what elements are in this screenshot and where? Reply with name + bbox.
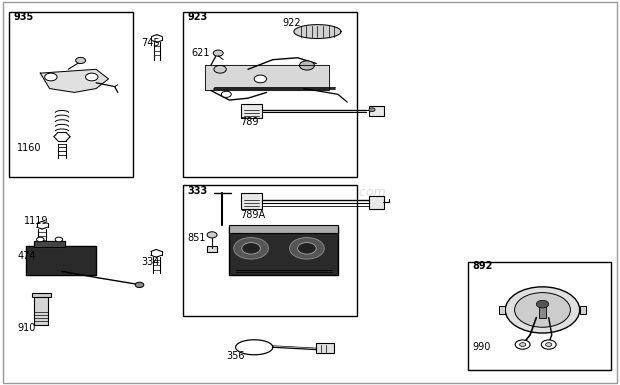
Text: 745: 745 (141, 38, 160, 48)
Bar (369, 196, 384, 209)
Circle shape (369, 108, 375, 112)
Text: 935: 935 (14, 12, 34, 22)
Bar (539, 303, 546, 318)
Bar (32, 293, 51, 297)
Bar (499, 306, 505, 314)
Polygon shape (34, 241, 65, 247)
Text: 334: 334 (141, 257, 160, 267)
Circle shape (298, 243, 316, 254)
Text: 892: 892 (472, 261, 493, 271)
Polygon shape (40, 69, 108, 92)
Circle shape (214, 65, 226, 73)
Circle shape (515, 340, 530, 349)
Bar (241, 104, 262, 118)
Circle shape (242, 243, 260, 254)
Bar (183, 12, 356, 177)
Bar (316, 343, 334, 353)
Text: 621: 621 (191, 48, 210, 58)
Polygon shape (205, 65, 329, 90)
Text: 851: 851 (187, 233, 206, 243)
Bar (369, 106, 384, 116)
Circle shape (234, 238, 268, 259)
Circle shape (546, 343, 552, 346)
Circle shape (86, 73, 98, 81)
Text: 1160: 1160 (17, 143, 42, 153)
Circle shape (45, 73, 57, 81)
Text: eReplacementParts.com: eReplacementParts.com (234, 186, 386, 199)
Text: 789: 789 (241, 117, 259, 127)
Circle shape (221, 91, 231, 97)
Circle shape (76, 57, 86, 64)
Text: 990: 990 (472, 342, 491, 352)
Bar (580, 306, 586, 314)
Circle shape (520, 343, 526, 346)
Text: 356: 356 (226, 351, 245, 361)
Circle shape (55, 237, 63, 242)
Circle shape (254, 75, 267, 83)
Circle shape (536, 300, 549, 308)
Circle shape (299, 61, 314, 70)
Bar (229, 227, 338, 275)
Polygon shape (26, 246, 96, 275)
Circle shape (290, 238, 324, 259)
Bar (34, 296, 48, 325)
Text: 922: 922 (282, 18, 301, 28)
Text: 333: 333 (187, 186, 208, 196)
Text: 474: 474 (17, 251, 36, 261)
Text: 789A: 789A (241, 210, 266, 220)
Bar (9, 12, 133, 177)
Text: 1119: 1119 (24, 216, 48, 226)
Bar (207, 246, 217, 252)
Circle shape (505, 287, 580, 333)
Text: 923: 923 (187, 12, 208, 22)
Bar (241, 192, 262, 209)
Bar (229, 225, 338, 233)
Text: 910: 910 (17, 323, 36, 333)
Bar (468, 262, 611, 370)
Bar (183, 185, 356, 316)
Circle shape (515, 293, 570, 327)
Circle shape (213, 50, 223, 56)
Polygon shape (294, 25, 341, 38)
Circle shape (207, 232, 217, 238)
Circle shape (37, 237, 44, 242)
Circle shape (541, 340, 556, 349)
Circle shape (135, 282, 144, 288)
